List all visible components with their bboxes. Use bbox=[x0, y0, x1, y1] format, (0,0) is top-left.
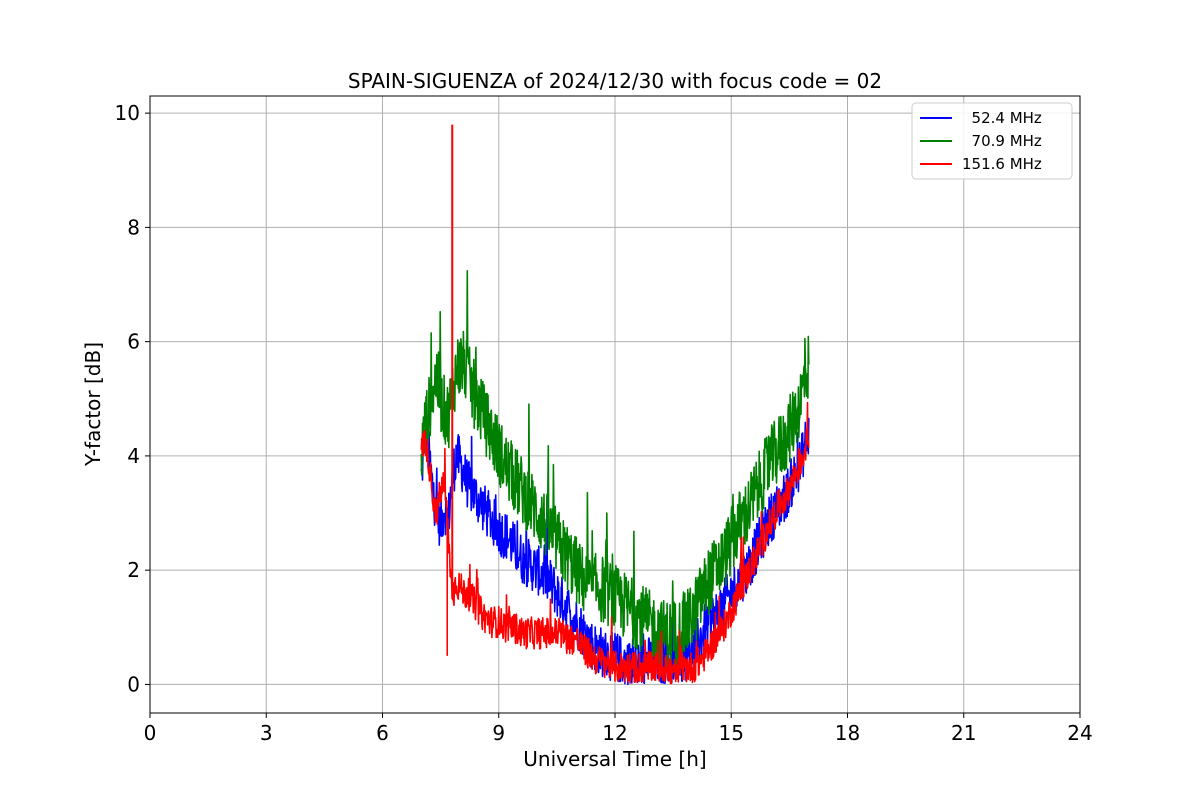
y-tick-label: 0 bbox=[127, 672, 140, 696]
series-line-2 bbox=[420, 401, 810, 685]
legend: 52.4 MHz 70.9 MHz 151.6 MHz bbox=[911, 102, 1073, 180]
x-tick-label: 0 bbox=[144, 721, 157, 745]
series-line-1 bbox=[420, 270, 810, 668]
x-tick-label: 6 bbox=[376, 721, 389, 745]
legend-box bbox=[911, 102, 1073, 180]
x-tick-label: 12 bbox=[602, 721, 627, 745]
y-tick-label: 4 bbox=[127, 444, 140, 468]
y-tick-label: 2 bbox=[127, 558, 140, 582]
x-tick-label: 15 bbox=[719, 721, 744, 745]
chart-title: SPAIN-SIGUENZA of 2024/12/30 with focus … bbox=[348, 69, 882, 93]
y-axis-label: Y-factor [dB] bbox=[81, 342, 105, 467]
legend-label-151-6: 151.6 MHz bbox=[962, 155, 1042, 173]
y-tick-label: 10 bbox=[115, 101, 140, 125]
y-tick-label: 8 bbox=[127, 215, 140, 239]
x-tick-label: 24 bbox=[1067, 721, 1092, 745]
x-tick-label: 21 bbox=[951, 721, 976, 745]
x-tick-label: 18 bbox=[835, 721, 860, 745]
y-tick-label: 6 bbox=[127, 330, 140, 354]
legend-label-70-9: 70.9 MHz bbox=[962, 132, 1042, 150]
x-axis-label: Universal Time [h] bbox=[523, 747, 706, 771]
x-tick-label: 3 bbox=[260, 721, 273, 745]
series-layer bbox=[420, 124, 810, 686]
x-tick-label: 9 bbox=[492, 721, 505, 745]
legend-label-52-4: 52.4 MHz bbox=[962, 109, 1042, 127]
